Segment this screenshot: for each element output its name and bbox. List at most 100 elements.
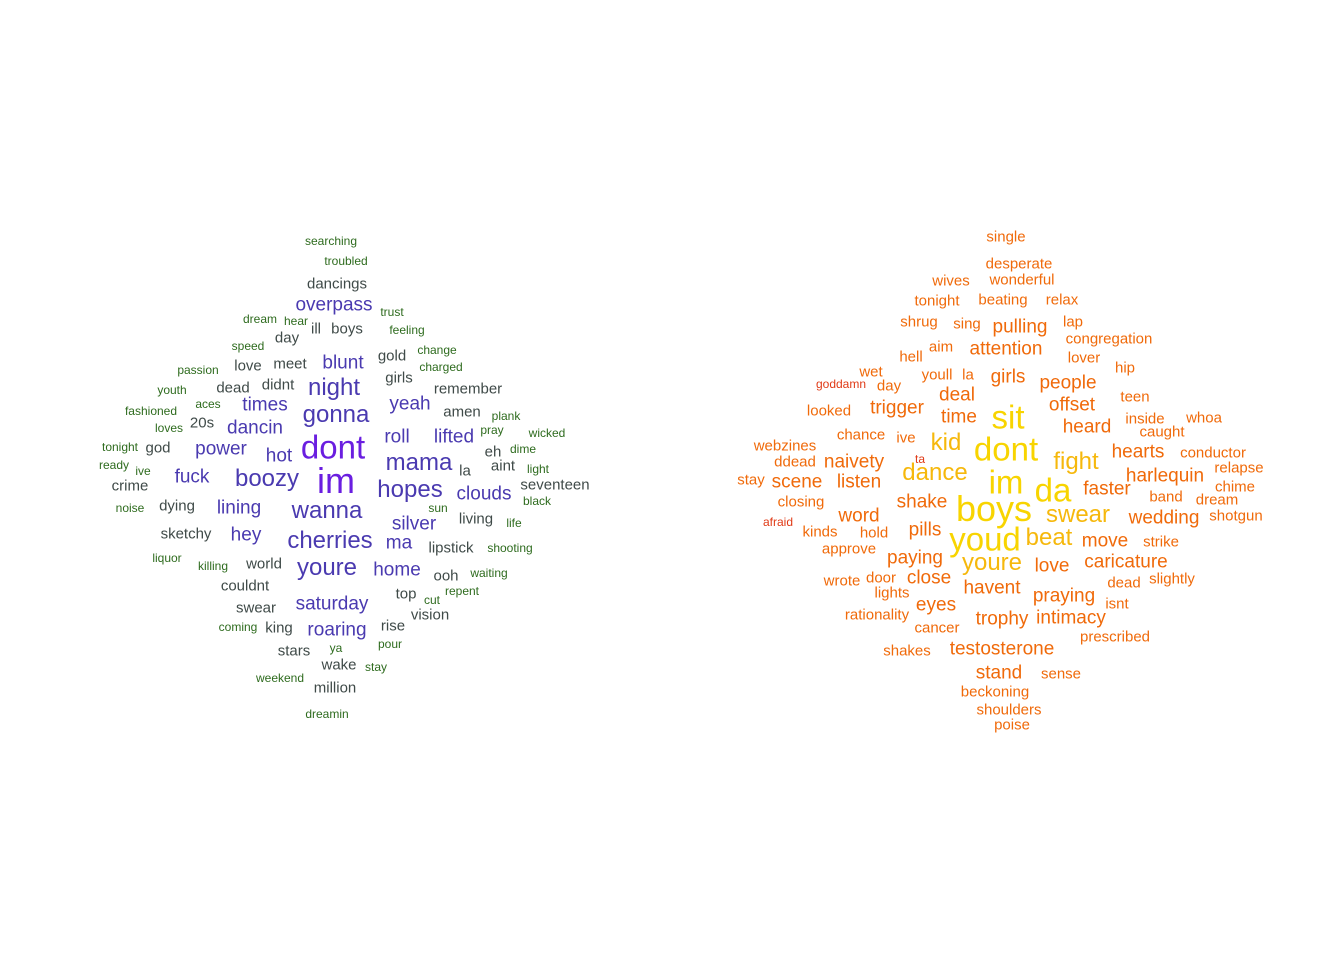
word-left-63: wanna (291, 497, 363, 524)
word-right-45: fight (1053, 448, 1099, 475)
word-left-49: aint (490, 457, 516, 475)
word-right-85: praying (1032, 585, 1096, 607)
word-left-62: lining (216, 497, 262, 519)
word-left-67: life (506, 516, 522, 530)
word-left-73: cherries (287, 527, 373, 554)
word-left-5: dream (242, 312, 278, 326)
word-right-34: caught (1139, 423, 1185, 441)
word-left-42: eh (484, 443, 502, 461)
word-left-10: day (274, 329, 300, 347)
word-right-66: kinds (802, 523, 838, 541)
word-left-41: dont (300, 428, 366, 466)
word-right-19: girls (990, 366, 1026, 388)
word-right-73: approve (821, 540, 877, 558)
word-left-45: hot (265, 445, 293, 467)
word-left-11: speed (231, 339, 265, 353)
word-right-67: hold (859, 524, 889, 542)
word-left-91: rise (380, 617, 406, 635)
word-left-35: wicked (528, 426, 566, 440)
word-right-71: move (1081, 530, 1129, 552)
word-right-16: wet (859, 363, 883, 381)
word-right-99: poise (994, 716, 1030, 734)
word-right-81: dead (1107, 574, 1141, 592)
word-right-89: trophy (975, 608, 1029, 630)
word-left-65: living (458, 510, 494, 528)
word-left-16: love (234, 357, 262, 375)
word-right-58: shake (896, 491, 948, 513)
word-left-86: swear (235, 599, 277, 617)
word-left-68: sketchy (160, 525, 212, 543)
word-left-51: ive (135, 464, 151, 478)
word-left-82: top (395, 585, 417, 603)
word-left-56: hopes (377, 476, 443, 503)
word-right-55: faster (1083, 478, 1131, 500)
word-left-47: mama (385, 449, 453, 476)
word-right-22: day (876, 377, 902, 395)
word-right-28: trigger (870, 397, 924, 419)
word-right-57: closing (777, 493, 825, 511)
word-left-22: didnt (261, 376, 295, 394)
word-right-18: la (962, 366, 974, 384)
word-left-50: light (526, 462, 550, 476)
word-left-64: sun (428, 501, 448, 515)
word-right-11: congregation (1065, 330, 1153, 348)
word-right-27: looked (806, 402, 852, 420)
word-left-0: searching (304, 234, 358, 248)
word-right-15: lover (1067, 349, 1101, 367)
word-left-61: dying (159, 497, 195, 515)
word-right-36: ive (896, 429, 916, 447)
word-left-74: liquor (152, 551, 182, 565)
word-right-47: dance (902, 459, 968, 486)
word-left-96: stay (364, 660, 388, 674)
word-left-71: lipstick (428, 539, 474, 557)
word-right-49: stay (737, 471, 765, 489)
word-right-2: wives (932, 272, 970, 290)
word-right-94: testosterone (949, 638, 1055, 660)
word-right-44: ta (914, 452, 926, 466)
word-left-24: remember (433, 380, 503, 398)
word-left-39: tonight (101, 440, 139, 454)
word-left-70: ma (385, 532, 413, 554)
word-left-36: dancin (227, 417, 283, 439)
word-right-98: shoulders (976, 701, 1042, 719)
word-right-64: wedding (1128, 507, 1200, 529)
word-left-46: ready (98, 458, 130, 472)
word-left-9: feeling (389, 323, 425, 337)
word-left-75: killing (197, 559, 229, 573)
word-right-40: hearts (1111, 441, 1165, 463)
word-left-88: coming (218, 620, 258, 634)
word-right-82: slightly (1149, 570, 1195, 588)
word-left-90: roaring (307, 619, 367, 641)
word-right-3: wonderful (989, 271, 1055, 289)
word-right-95: stand (975, 662, 1023, 684)
word-right-80: close (906, 567, 952, 589)
word-left-40: god (145, 439, 171, 457)
word-right-4: tonight (914, 292, 960, 310)
word-left-15: passion (177, 363, 219, 377)
word-left-28: times (242, 394, 288, 416)
word-left-48: la (459, 462, 471, 480)
word-right-90: intimacy (1036, 607, 1106, 629)
word-right-17: youll (921, 366, 953, 384)
word-right-8: sing (953, 315, 981, 333)
word-left-58: clouds (456, 483, 512, 505)
word-right-13: attention (969, 338, 1043, 360)
word-left-97: weekend (255, 671, 305, 685)
word-right-33: heard (1062, 416, 1112, 438)
word-right-39: webzines (753, 437, 817, 455)
word-left-23: night (307, 374, 361, 401)
word-right-29: time (941, 406, 977, 428)
word-right-54: chime (1214, 478, 1256, 496)
word-left-81: couldnt (220, 577, 270, 595)
word-right-5: beating (978, 291, 1028, 309)
word-right-9: pulling (992, 316, 1048, 338)
word-left-95: wake (321, 656, 357, 674)
word-right-1: desperate (985, 255, 1053, 273)
word-right-56: band (1149, 488, 1183, 506)
word-right-32: whoa (1186, 409, 1222, 427)
word-left-94: stars (277, 642, 311, 660)
word-left-43: dime (509, 442, 537, 456)
word-right-23: people (1039, 372, 1097, 394)
word-right-14: hell (899, 348, 923, 366)
